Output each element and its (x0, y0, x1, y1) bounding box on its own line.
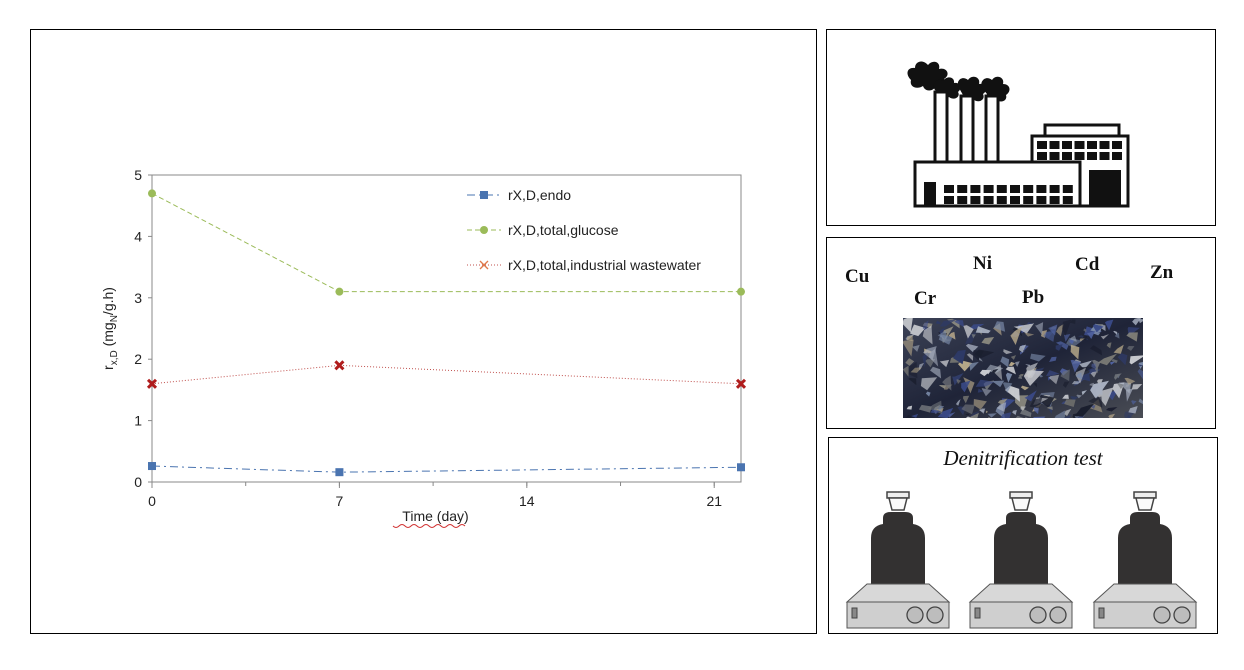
y-tick-label: 5 (134, 167, 142, 183)
series-line (151, 364, 742, 385)
reactor-group (845, 491, 1198, 629)
data-point (737, 287, 745, 296)
series-line (151, 192, 741, 293)
x-tick-label: 21 (706, 493, 722, 509)
metal-label-pb: Pb (1022, 287, 1045, 308)
x-axis-label: Time (day) (402, 508, 468, 524)
factory-icon (907, 61, 1130, 208)
line-chart: 0 1 2 3 4 5 0 7 14 21 Time (day) rx,D (mgN/g.h) rX,D… (100, 167, 747, 528)
series-2 (146, 360, 747, 389)
y-tick-label: 4 (134, 228, 142, 244)
metal-label-cu: Cu (845, 266, 870, 287)
legend: rX,D,endo rX,D,total,glucose rX,D,total,in… (467, 187, 701, 273)
metal-scrap-image (903, 318, 1143, 418)
legend-marker (479, 260, 489, 270)
data-point (146, 378, 158, 389)
plot-area (151, 174, 742, 483)
series-line (151, 465, 742, 473)
data-point (335, 287, 344, 296)
y-axis-label-part: r (100, 365, 116, 370)
legend-label: rX,D,total,glucose (508, 222, 619, 238)
legend-label: rX,D,total,industrial wastewater (508, 257, 701, 273)
y-axis-label: rx,D (mgN/g.h) (100, 287, 120, 370)
reactor-bottle-icon (968, 491, 1074, 629)
reactor-bottle-icon (1092, 491, 1198, 629)
y-tick-label: 2 (134, 351, 142, 367)
metal-label-ni: Ni (973, 253, 992, 274)
metal-label-cr: Cr (914, 288, 937, 309)
data-point (148, 462, 156, 471)
data-point (335, 468, 344, 477)
legend-label: rX,D,endo (508, 187, 571, 203)
y-tick-label: 0 (134, 474, 142, 490)
factory-panel (826, 29, 1216, 226)
x-tick-label: 14 (519, 493, 535, 509)
y-axis-label-part: N (109, 315, 120, 322)
legend-marker (480, 191, 488, 199)
data-point (334, 360, 345, 371)
data-point (148, 189, 156, 198)
series-1 (148, 189, 745, 296)
spellcheck-underline (392, 524, 466, 528)
legend-marker (480, 226, 488, 234)
y-axis-label-part: x,D (109, 350, 120, 365)
chart-panel: 0 1 2 3 4 5 0 7 14 21 Time (day) rx,D (mgN/g.h) rX,D… (30, 29, 817, 634)
y-axis-label-part: (mg (100, 322, 116, 350)
x-tick-label: 0 (148, 493, 156, 509)
y-axis-label-part: /g.h) (100, 287, 116, 315)
reactor-bottle-icon (845, 491, 951, 629)
data-point (735, 378, 747, 389)
x-tick-label: 7 (336, 493, 344, 509)
y-tick-label: 3 (134, 290, 142, 306)
metal-label-zn: Zn (1150, 262, 1174, 283)
test-title: Denitrification test (943, 446, 1103, 470)
metals-panel: Cu Cr Ni Pb Cd Zn (826, 237, 1216, 429)
denitrification-test-panel: Denitrification test (828, 437, 1218, 634)
data-point (737, 463, 745, 472)
series-0 (148, 462, 745, 477)
y-tick-label: 1 (134, 413, 142, 429)
metal-label-cd: Cd (1075, 254, 1100, 275)
